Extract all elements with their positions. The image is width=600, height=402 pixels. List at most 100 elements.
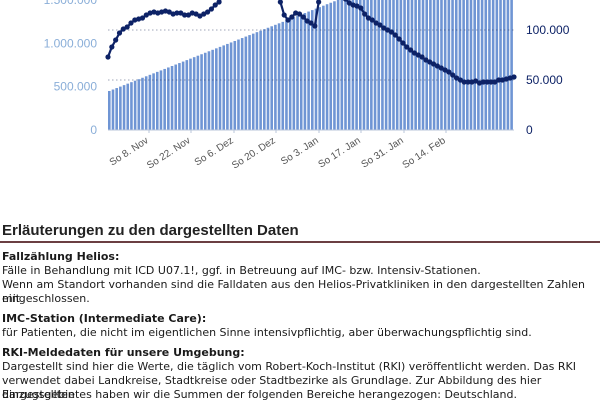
line-point xyxy=(139,15,146,21)
line-point xyxy=(438,65,444,71)
line-point xyxy=(419,54,425,60)
bar xyxy=(336,0,340,130)
x-tick-label: So 8. Nov xyxy=(108,135,151,168)
item-text-line: für Patienten, die nicht im eigentlichen… xyxy=(2,326,532,339)
bar xyxy=(189,58,192,130)
y-axis-labels: 0 500.000 1.000.000 1.500.000 0 50.000 100.000 xyxy=(44,0,570,137)
x-tick-label: So 20. Dez xyxy=(230,135,277,171)
bar xyxy=(174,64,178,130)
item-text-line: Fälle in Behandlung mit ICD U07.1!, ggf.… xyxy=(2,264,481,277)
bar xyxy=(480,0,484,130)
bar xyxy=(377,0,381,130)
line-point xyxy=(204,9,211,15)
section-heading: Erläuterungen zu den dargestellten Daten xyxy=(2,222,299,239)
bar xyxy=(122,85,126,130)
line-point xyxy=(354,3,360,9)
x-tick-label: So 22. Nov xyxy=(145,135,192,171)
bar xyxy=(373,0,377,130)
bar xyxy=(222,45,226,130)
item-title-fallzaehlung: Fallzählung Helios: xyxy=(2,250,120,263)
bar xyxy=(185,60,189,130)
bar xyxy=(351,0,355,130)
bar xyxy=(443,0,447,130)
bar xyxy=(299,14,303,130)
bar xyxy=(469,0,473,130)
line-point xyxy=(396,36,402,42)
bar xyxy=(203,52,207,130)
line-point xyxy=(197,13,203,19)
explanation-section: Erläuterungen zu den dargestellten Daten… xyxy=(0,200,600,401)
x-tick-label: So 3. Jan xyxy=(279,135,320,167)
line-point xyxy=(430,61,437,67)
bar xyxy=(370,0,373,130)
item-text-line: Einzugsgebietes haben wir die Summen der… xyxy=(2,388,517,401)
line-point xyxy=(381,25,387,31)
line-point xyxy=(128,20,134,26)
bar xyxy=(333,1,336,131)
bar xyxy=(362,0,366,130)
y-left-tick-label: 1.000.000 xyxy=(44,36,98,50)
bar xyxy=(303,13,307,130)
y-right-tick-label: 0 xyxy=(526,123,533,137)
bar xyxy=(329,2,333,131)
bar xyxy=(506,0,510,130)
bar xyxy=(421,0,425,130)
bar xyxy=(196,55,200,130)
bar xyxy=(366,0,369,130)
bar xyxy=(255,32,259,130)
line-point xyxy=(120,26,126,32)
bar xyxy=(499,0,502,130)
bar xyxy=(403,0,406,130)
bar xyxy=(384,0,388,130)
bar xyxy=(281,21,285,130)
bar xyxy=(462,0,465,130)
bar xyxy=(130,82,133,130)
bar xyxy=(251,33,255,130)
line-point xyxy=(277,0,283,5)
line-point xyxy=(316,0,322,5)
line-point xyxy=(461,79,467,85)
line-point xyxy=(446,69,452,75)
bar xyxy=(233,40,237,131)
bar xyxy=(491,0,495,130)
line-point xyxy=(285,17,291,23)
bar xyxy=(248,35,251,131)
bar xyxy=(226,43,229,130)
bar xyxy=(347,0,351,130)
bar xyxy=(425,0,429,130)
line-point xyxy=(400,40,406,46)
line-point xyxy=(300,14,306,20)
bar xyxy=(215,48,218,130)
line-point xyxy=(427,59,433,65)
bar xyxy=(381,0,384,130)
bar xyxy=(285,20,288,131)
line-point xyxy=(473,78,479,84)
bar xyxy=(410,0,414,130)
line-point xyxy=(113,37,119,43)
line-point xyxy=(289,14,295,20)
line-point xyxy=(484,79,490,85)
bar xyxy=(200,54,203,130)
bar xyxy=(126,83,130,130)
line-point xyxy=(450,72,456,78)
bar xyxy=(133,80,137,130)
line-point xyxy=(373,20,379,26)
item-title-rki: RKI-Meldedaten für unsere Umgebung: xyxy=(2,346,245,359)
bar xyxy=(144,76,148,130)
bar xyxy=(399,0,403,130)
bar xyxy=(148,74,152,130)
line-point xyxy=(362,11,368,17)
line-point xyxy=(343,0,348,2)
y-left-tick-label: 0 xyxy=(90,123,97,137)
bar xyxy=(137,79,141,130)
item-title-imc: IMC-Station (Intermediate Care): xyxy=(2,312,207,325)
line-point xyxy=(496,77,502,83)
bar xyxy=(181,61,185,130)
bar xyxy=(218,46,222,130)
line-point xyxy=(208,6,215,12)
bar xyxy=(155,71,159,130)
bar xyxy=(115,88,118,130)
bar xyxy=(510,0,513,130)
bar xyxy=(288,18,292,131)
